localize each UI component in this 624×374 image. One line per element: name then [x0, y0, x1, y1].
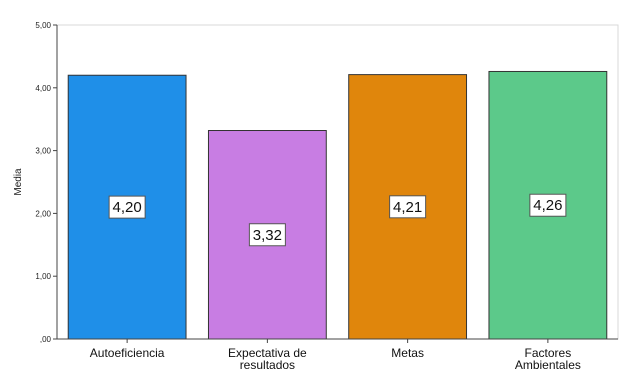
- y-tick-label: 4,00: [35, 84, 51, 93]
- x-tick-label-line: Factores: [525, 346, 572, 360]
- data-label: 3,32: [253, 227, 282, 244]
- y-tick-label: 3,00: [35, 147, 51, 156]
- x-tick-label-line: Expectativa de: [228, 346, 307, 360]
- data-label-box: [529, 193, 567, 217]
- y-tick-label: 2,00: [35, 209, 51, 218]
- y-tick-label: 1,00: [35, 272, 51, 281]
- x-tick-label-line: Metas: [391, 346, 424, 360]
- x-tick-label: Factores Ambientales: [515, 346, 581, 372]
- x-tick-label-line: resultados: [240, 358, 295, 372]
- data-label-box: [248, 223, 286, 247]
- data-label-box: [108, 195, 146, 219]
- x-tick-label: Metas: [391, 346, 424, 360]
- data-label: 4,20: [113, 199, 142, 216]
- data-label: 4,21: [393, 199, 422, 216]
- y-axis-title: Media: [13, 168, 24, 196]
- x-tick-label: Autoeficiencia: [90, 346, 165, 360]
- data-label-box: [389, 195, 427, 219]
- data-label: 4,26: [533, 197, 562, 214]
- bar: [67, 74, 187, 340]
- y-tick-label: ,00: [40, 335, 52, 344]
- y-tick-label: 5,00: [35, 21, 51, 30]
- x-tick-label-line: Autoeficiencia: [90, 346, 165, 360]
- x-tick-label: Expectativa de resultados: [228, 346, 307, 372]
- x-tick-label-line: Ambientales: [515, 358, 581, 372]
